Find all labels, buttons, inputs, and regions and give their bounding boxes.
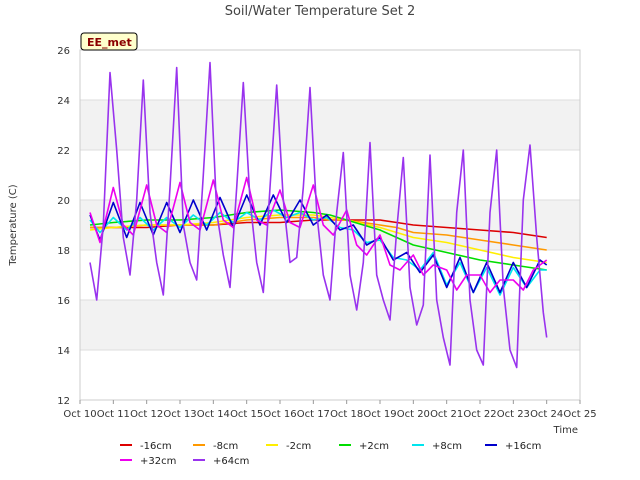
x-axis-label: Time [553, 425, 578, 436]
y-tick-label: 12 [57, 396, 70, 407]
site-badge-label: EE_met [87, 36, 132, 49]
shaded-band [80, 300, 580, 350]
y-tick-label: 24 [57, 96, 70, 107]
x-tick-label: Oct 24 [530, 409, 563, 420]
series-line-+64cm [89, 61, 548, 369]
y-tick-label: 16 [57, 296, 70, 307]
y-tick-label: 20 [57, 196, 70, 207]
x-axis-ticks: Oct 10 Oct 11 Oct 12 Oct 13 Oct 14 Oct 15 Oct … [63, 400, 597, 420]
legend-label: +64cm [213, 456, 249, 467]
x-tick-label: Oct 23 [497, 409, 530, 420]
shaded-band [80, 100, 580, 150]
plot-frame [79, 49, 581, 401]
legend-label: +2cm [359, 441, 389, 452]
chart-title: Soil/Water Temperature Set 2 [225, 4, 416, 19]
y-tick-label: 14 [57, 346, 70, 357]
x-tick-label: Oct 20 [397, 409, 430, 420]
y-axis-ticks: 12 14 16 18 20 22 24 26 [57, 46, 70, 407]
x-tick-label: Oct 14 [197, 409, 230, 420]
legend-label: +32cm [140, 456, 176, 467]
x-tick-label: Oct 19 [363, 409, 396, 420]
series-line-+16cm [89, 194, 548, 294]
x-tick-label: Oct 22 [463, 409, 496, 420]
legend: -16cm -8cm -2cm +2cm +8cm +16cm +32cm +64cm [120, 441, 541, 467]
x-tick-label: Oct 18 [330, 409, 363, 420]
legend-label: +16cm [505, 441, 541, 452]
x-tick-label: Oct 13 [163, 409, 196, 420]
legend-label: -2cm [286, 441, 311, 452]
x-tick-label: Oct 17 [297, 409, 330, 420]
site-badge: EE_met [80, 32, 138, 51]
y-tick-label: 18 [57, 246, 70, 257]
x-tick-label: Oct 11 [97, 409, 130, 420]
x-tick-label: Oct 10 [63, 409, 96, 420]
series-line--2cm [89, 214, 547, 264]
y-axis-label: Temperature (C) [8, 184, 19, 266]
legend-label: -16cm [140, 441, 172, 452]
x-tick-label: Oct 25 [563, 409, 596, 420]
series-lines [89, 61, 548, 369]
x-tick-label: Oct 16 [263, 409, 296, 420]
shaded-bands [80, 100, 580, 350]
x-tick-label: Oct 15 [230, 409, 263, 420]
legend-label: -8cm [213, 441, 238, 452]
x-tick-label: Oct 12 [130, 409, 163, 420]
x-tick-label: Oct 21 [430, 409, 463, 420]
y-tick-label: 22 [57, 146, 70, 157]
y-tick-label: 26 [57, 46, 70, 57]
legend-label: +8cm [432, 441, 462, 452]
site-badge-box [80, 32, 138, 51]
